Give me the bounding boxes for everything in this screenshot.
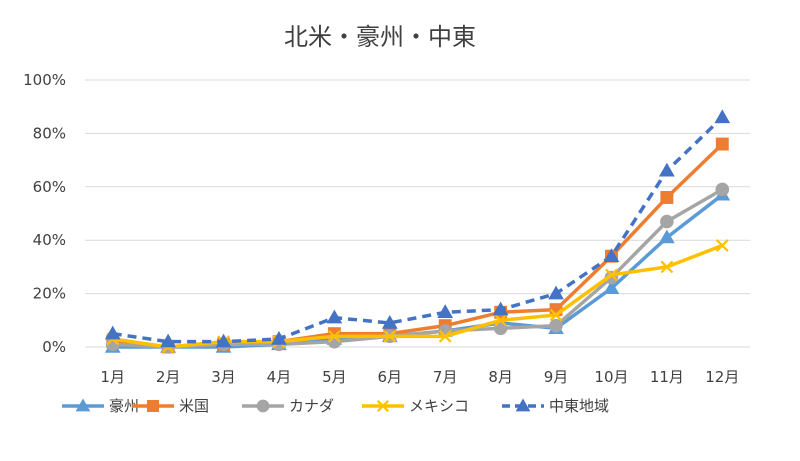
data-point [492,301,509,316]
y-tick-label: 0% [42,338,66,356]
x-tick-label: 10月 [594,368,628,386]
data-point [104,325,121,340]
legend-marker [377,400,389,412]
y-tick-label: 60% [33,178,66,196]
data-point [438,329,452,343]
data-point [327,329,341,343]
data-point [160,333,176,348]
series-group [104,109,731,354]
data-point [605,268,618,282]
x-tick-label: 4月 [267,368,292,386]
legend-item: 中東地域 [502,397,609,415]
data-point [215,333,232,348]
x-tick-label: 3月 [211,368,236,386]
data-point [271,330,287,345]
data-point [383,329,397,343]
legend: 豪州 米国 カナダ メキシコ 中東地域 [62,397,609,415]
legend-item: メキシコ [362,397,469,415]
y-tick-label: 80% [33,124,66,142]
x-tick-label: 2月 [156,368,181,386]
legend-marker [256,399,270,413]
series-line [112,187,724,349]
y-tick-label: 100% [23,71,66,89]
legend-marker [75,398,91,412]
x-tick-label: 8月 [488,368,513,386]
data-point [660,214,674,229]
data-point [603,248,620,262]
y-tick-label: 20% [33,285,66,303]
legend-label: 中東地域 [549,397,609,415]
series-line [112,142,724,349]
series-line [112,243,723,349]
x-tick-label: 7月 [433,368,458,386]
series-2 [106,137,729,354]
data-point [494,313,508,327]
legend-item: カナダ [242,397,334,415]
grid [85,79,750,348]
series-line [112,116,724,344]
x-tick-label: 5月 [322,368,347,386]
legend-item: 豪州 [62,397,139,415]
x-tick-label: 9月 [544,368,569,386]
legend-item: 米国 [132,397,209,415]
data-point [715,239,729,252]
data-point [381,314,398,329]
legend-marker [515,398,531,412]
series-5 [104,109,731,348]
data-point [548,285,564,300]
data-point [714,109,731,124]
x-tick-label: 6月 [378,368,403,386]
chart-title: 北米・豪州・中東 [284,23,476,51]
data-point [660,260,674,274]
y-tick-label: 40% [33,231,66,249]
data-point [659,162,675,177]
data-point [715,182,730,197]
data-point [326,309,343,324]
y-axis-ticks: 0% 20% 40% 60% 80% 100% [23,71,66,356]
legend-label: 豪州 [109,397,139,415]
x-tick-label: 1月 [100,368,125,386]
x-axis-ticks: 1月 2月 3月 4月 5月 6月 7月 8月 9月 10月 11月 12月 [100,368,739,386]
data-point [715,137,729,151]
legend-label: カナダ [289,397,334,415]
series-4 [106,239,729,354]
legend-marker [146,399,160,413]
legend-label: メキシコ [409,397,469,415]
data-point [660,191,674,204]
data-point [659,229,675,244]
data-point [549,308,563,322]
x-tick-label: 12月 [705,368,739,386]
legend-label: 米国 [179,397,209,415]
data-point [437,304,454,319]
x-tick-label: 11月 [650,368,684,386]
data-point [603,280,620,295]
data-point [549,318,563,333]
